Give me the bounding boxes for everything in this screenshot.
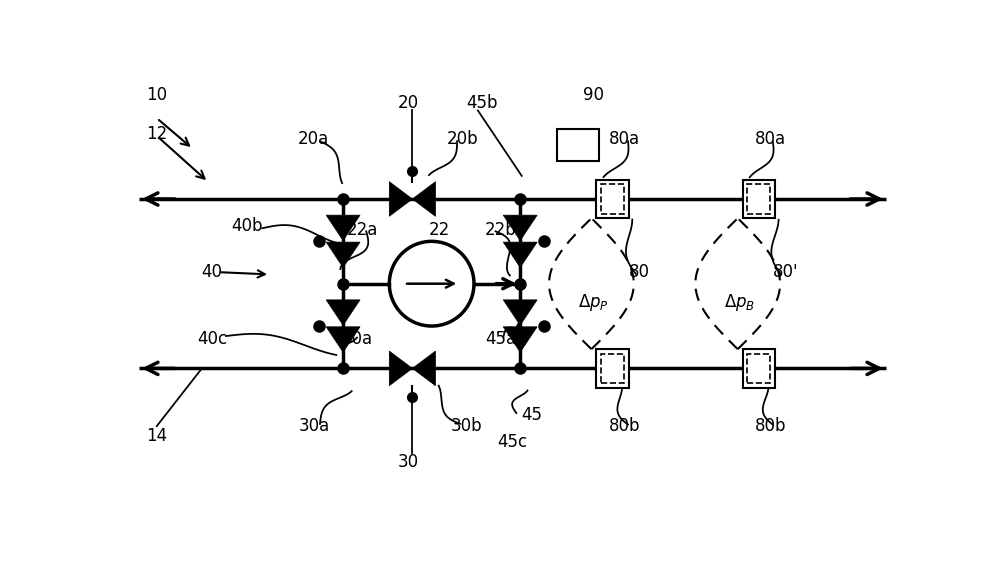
Text: 20b: 20b (447, 130, 478, 148)
Text: 40c: 40c (197, 330, 227, 348)
Polygon shape (326, 242, 360, 268)
Text: 45c: 45c (497, 433, 528, 450)
Text: 30: 30 (398, 453, 419, 471)
Text: 45a: 45a (485, 330, 517, 348)
Text: 80a: 80a (755, 130, 786, 148)
Bar (743, 349, 775, 388)
Bar (747, 354, 770, 383)
Text: 22: 22 (429, 221, 450, 239)
Text: 22a: 22a (347, 221, 378, 239)
Polygon shape (389, 182, 412, 217)
Text: 45b: 45b (466, 94, 497, 112)
Text: 45: 45 (521, 406, 542, 424)
Text: $\Delta p_P$: $\Delta p_P$ (578, 292, 609, 314)
Text: 20: 20 (398, 94, 419, 112)
Polygon shape (412, 182, 436, 217)
Polygon shape (503, 215, 537, 241)
Text: 30b: 30b (450, 417, 482, 435)
Text: 40a: 40a (341, 330, 373, 348)
Bar (747, 185, 770, 214)
Bar (596, 180, 629, 218)
Bar (596, 349, 629, 388)
Text: 80: 80 (629, 263, 650, 281)
Text: 80': 80' (773, 263, 799, 281)
Text: 10: 10 (146, 86, 167, 104)
Text: 40: 40 (202, 263, 223, 281)
Text: 12: 12 (146, 125, 167, 142)
Polygon shape (326, 327, 360, 352)
Bar (743, 180, 775, 218)
Bar (601, 185, 624, 214)
Text: 14: 14 (146, 427, 167, 445)
Bar (557, 129, 599, 161)
Polygon shape (503, 327, 537, 352)
Polygon shape (503, 300, 537, 325)
Text: 80b: 80b (755, 417, 786, 435)
Text: 22b: 22b (485, 221, 517, 239)
Text: 80b: 80b (608, 417, 640, 435)
Text: 90: 90 (583, 86, 604, 104)
Text: 40b: 40b (231, 217, 263, 235)
Bar (601, 354, 624, 383)
Polygon shape (412, 351, 436, 386)
Text: $\Delta p_B$: $\Delta p_B$ (724, 292, 755, 314)
Polygon shape (326, 215, 360, 241)
Text: 80a: 80a (609, 130, 640, 148)
Polygon shape (389, 351, 412, 386)
Text: 20a: 20a (298, 130, 329, 148)
Polygon shape (326, 300, 360, 325)
Polygon shape (503, 242, 537, 268)
Text: 30a: 30a (298, 417, 329, 435)
